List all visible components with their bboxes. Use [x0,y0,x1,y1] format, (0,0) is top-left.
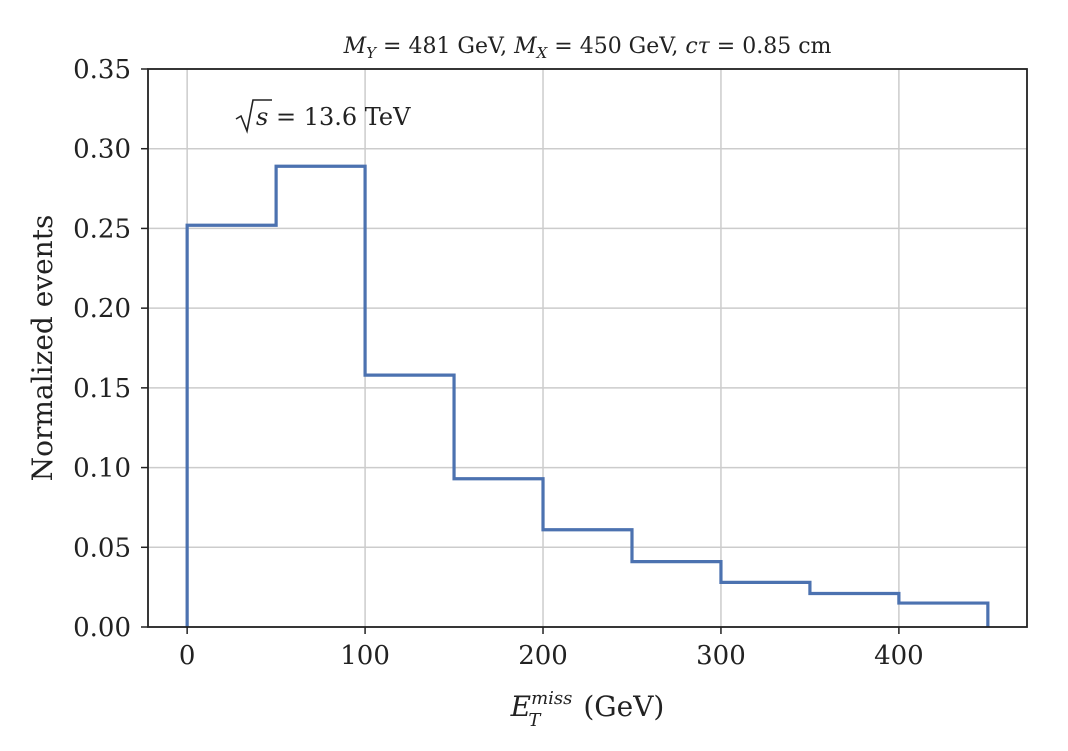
x-tick-label: 400 [874,641,924,671]
y-tick-label: 0.15 [73,374,131,404]
histogram-bin [899,603,988,627]
xlabel-sub: T [528,710,542,731]
histogram-layer [185,164,990,627]
title-my-label: M [343,34,367,59]
x-tick-label: 200 [518,641,568,671]
histogram-bin [454,479,543,627]
annotation-text: s = 13.6 TeV [256,103,411,131]
plot-frame [147,68,1028,628]
y-tick-label: 0.35 [73,55,131,85]
histogram-bin [810,594,899,627]
y-tick-label: 0.20 [73,294,131,324]
tick-layer: 0 100 200 300 400 0.00 0.05 0.10 0.15 0.20 0.25 0.3… [73,55,924,671]
xlabel-sup: miss [531,688,572,709]
chart-title: MY = 481 GeV, MX = 450 GeV, cτ = 0.85 cm [343,34,832,62]
sqrt-icon [235,99,272,134]
y-tick-label: 0.05 [73,533,131,563]
title-mx-label: M [513,34,537,59]
y-tick-label: 0.30 [73,135,131,165]
x-tick-label: 0 [179,641,196,671]
histogram-bin [187,225,276,627]
title-ctau-value: = 0.85 cm [710,34,832,59]
title-my-sub: Y [366,44,378,62]
y-axis-label: Normalized events [26,215,59,482]
y-tick-label: 0.25 [73,214,131,244]
x-tick-label: 100 [340,641,390,671]
histogram-bin [365,375,454,627]
histogram-bin [632,562,721,627]
energy-annotation: s = 13.6 TeV [235,99,411,134]
x-axis-label: Emiss T (GeV) [510,688,665,731]
histogram-step-line [185,164,990,627]
annotation-value: = 13.6 TeV [268,103,411,131]
annotation-s: s [256,103,268,131]
xlabel-unit: (GeV) [574,690,664,723]
x-tick-label: 300 [696,641,746,671]
title-mx-value: = 450 GeV, [547,34,685,59]
histogram-bin [276,166,365,627]
histogram-bin [543,530,632,627]
title-my-value: = 481 GeV, [376,34,514,59]
xlabel-symbol: E [510,690,531,723]
title-ctau-label: cτ [685,34,710,59]
y-tick-label: 0.10 [73,454,131,484]
y-tick-label: 0.00 [73,613,131,643]
histogram-bin [721,582,810,627]
title-mx-sub: X [536,44,549,62]
